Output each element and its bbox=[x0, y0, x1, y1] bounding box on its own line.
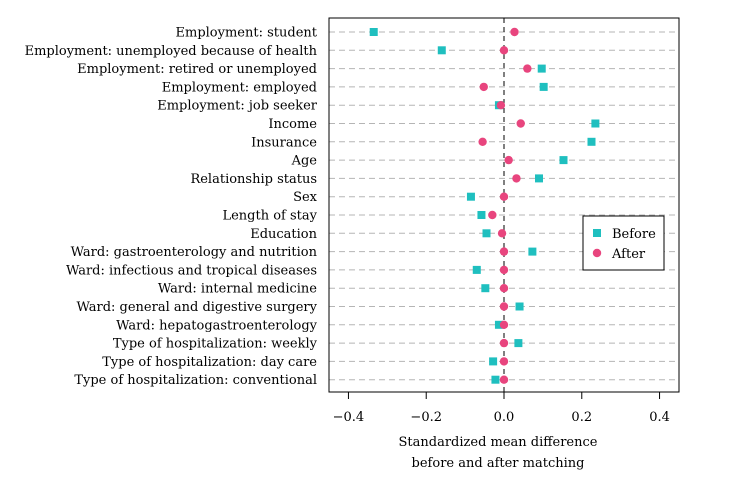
category-label: Ward: general and digestive surgery bbox=[77, 300, 318, 315]
legend: Before After bbox=[582, 215, 665, 271]
before-point bbox=[539, 82, 548, 91]
after-point bbox=[499, 247, 509, 256]
before-point bbox=[437, 46, 446, 55]
after-point bbox=[512, 174, 521, 183]
before-point bbox=[472, 265, 481, 274]
category-label: Employment: unemployed because of health bbox=[25, 44, 318, 59]
x-tick-label: 0.2 bbox=[571, 410, 592, 425]
before-point bbox=[491, 375, 500, 384]
category-label: Type of hospitalization: conventional bbox=[74, 373, 317, 388]
category-label: Employment: retired or unemployed bbox=[77, 62, 317, 77]
before-point bbox=[537, 64, 546, 73]
before-point bbox=[514, 339, 523, 348]
before-point bbox=[482, 229, 491, 238]
category-label: Type of hospitalization: day care bbox=[102, 355, 317, 370]
before-point bbox=[477, 211, 486, 219]
category-label: Employment: employed bbox=[162, 80, 317, 95]
after-point bbox=[499, 192, 509, 201]
after-point bbox=[497, 229, 507, 238]
after-point bbox=[499, 302, 509, 311]
after-point bbox=[488, 210, 497, 220]
category-labels: Employment: student Employment: unemploye… bbox=[25, 26, 318, 389]
x-tick-label: 0.4 bbox=[649, 410, 670, 425]
category-label: Age bbox=[291, 154, 318, 169]
after-point bbox=[510, 27, 519, 37]
legend-before-label: Before bbox=[612, 227, 656, 242]
legend-after-label: After bbox=[611, 247, 646, 262]
before-point bbox=[481, 284, 490, 293]
after-point bbox=[499, 357, 509, 366]
before-point bbox=[535, 174, 543, 183]
legend-after-marker bbox=[592, 248, 602, 258]
category-label: Employment: job seeker bbox=[157, 99, 318, 114]
after-point bbox=[496, 101, 506, 110]
category-label: Insurance bbox=[251, 135, 317, 150]
before-point bbox=[515, 302, 524, 311]
after-point bbox=[499, 46, 509, 55]
after-point bbox=[499, 265, 509, 275]
x-tick-label: −0.4 bbox=[333, 410, 365, 425]
category-label: Relationship status bbox=[190, 172, 317, 187]
category-label: Education bbox=[250, 227, 317, 242]
category-label: Ward: infectious and tropical diseases bbox=[66, 263, 317, 278]
category-label: Sex bbox=[293, 190, 318, 205]
legend-before-marker bbox=[593, 229, 601, 237]
after-point bbox=[499, 375, 509, 384]
x-axis-ticks: −0.4 −0.2 0.0 0.2 0.4 bbox=[333, 392, 670, 425]
x-tick-label: 0.0 bbox=[494, 410, 515, 425]
after-point bbox=[499, 284, 509, 293]
after-point bbox=[478, 137, 487, 146]
x-axis-title-line1: Standardized mean difference bbox=[399, 435, 598, 450]
legend-box bbox=[582, 215, 665, 271]
after-point bbox=[479, 82, 488, 92]
category-label: Type of hospitalization: weekly bbox=[113, 337, 318, 352]
before-point bbox=[489, 357, 498, 366]
category-label: Ward: internal medicine bbox=[158, 282, 317, 297]
before-point bbox=[466, 192, 475, 201]
after-point bbox=[516, 119, 525, 128]
before-point bbox=[587, 137, 596, 146]
after-point bbox=[504, 155, 513, 165]
after-point bbox=[523, 64, 532, 73]
after-point bbox=[499, 320, 509, 329]
data-points bbox=[369, 27, 600, 384]
before-point bbox=[591, 119, 600, 128]
category-label: Income bbox=[268, 117, 317, 132]
category-label: Employment: student bbox=[176, 26, 318, 41]
category-label: Ward: hepatogastroenterology bbox=[116, 318, 318, 333]
category-label: Length of stay bbox=[222, 209, 317, 224]
before-point bbox=[528, 247, 537, 256]
after-point bbox=[499, 338, 509, 348]
before-point bbox=[559, 156, 568, 165]
x-tick-label: −0.2 bbox=[410, 410, 442, 425]
before-point bbox=[369, 28, 378, 36]
category-label: Ward: gastroenterology and nutrition bbox=[71, 245, 318, 260]
before-point bbox=[494, 320, 503, 329]
x-axis-title-line2: before and after matching bbox=[412, 456, 585, 471]
